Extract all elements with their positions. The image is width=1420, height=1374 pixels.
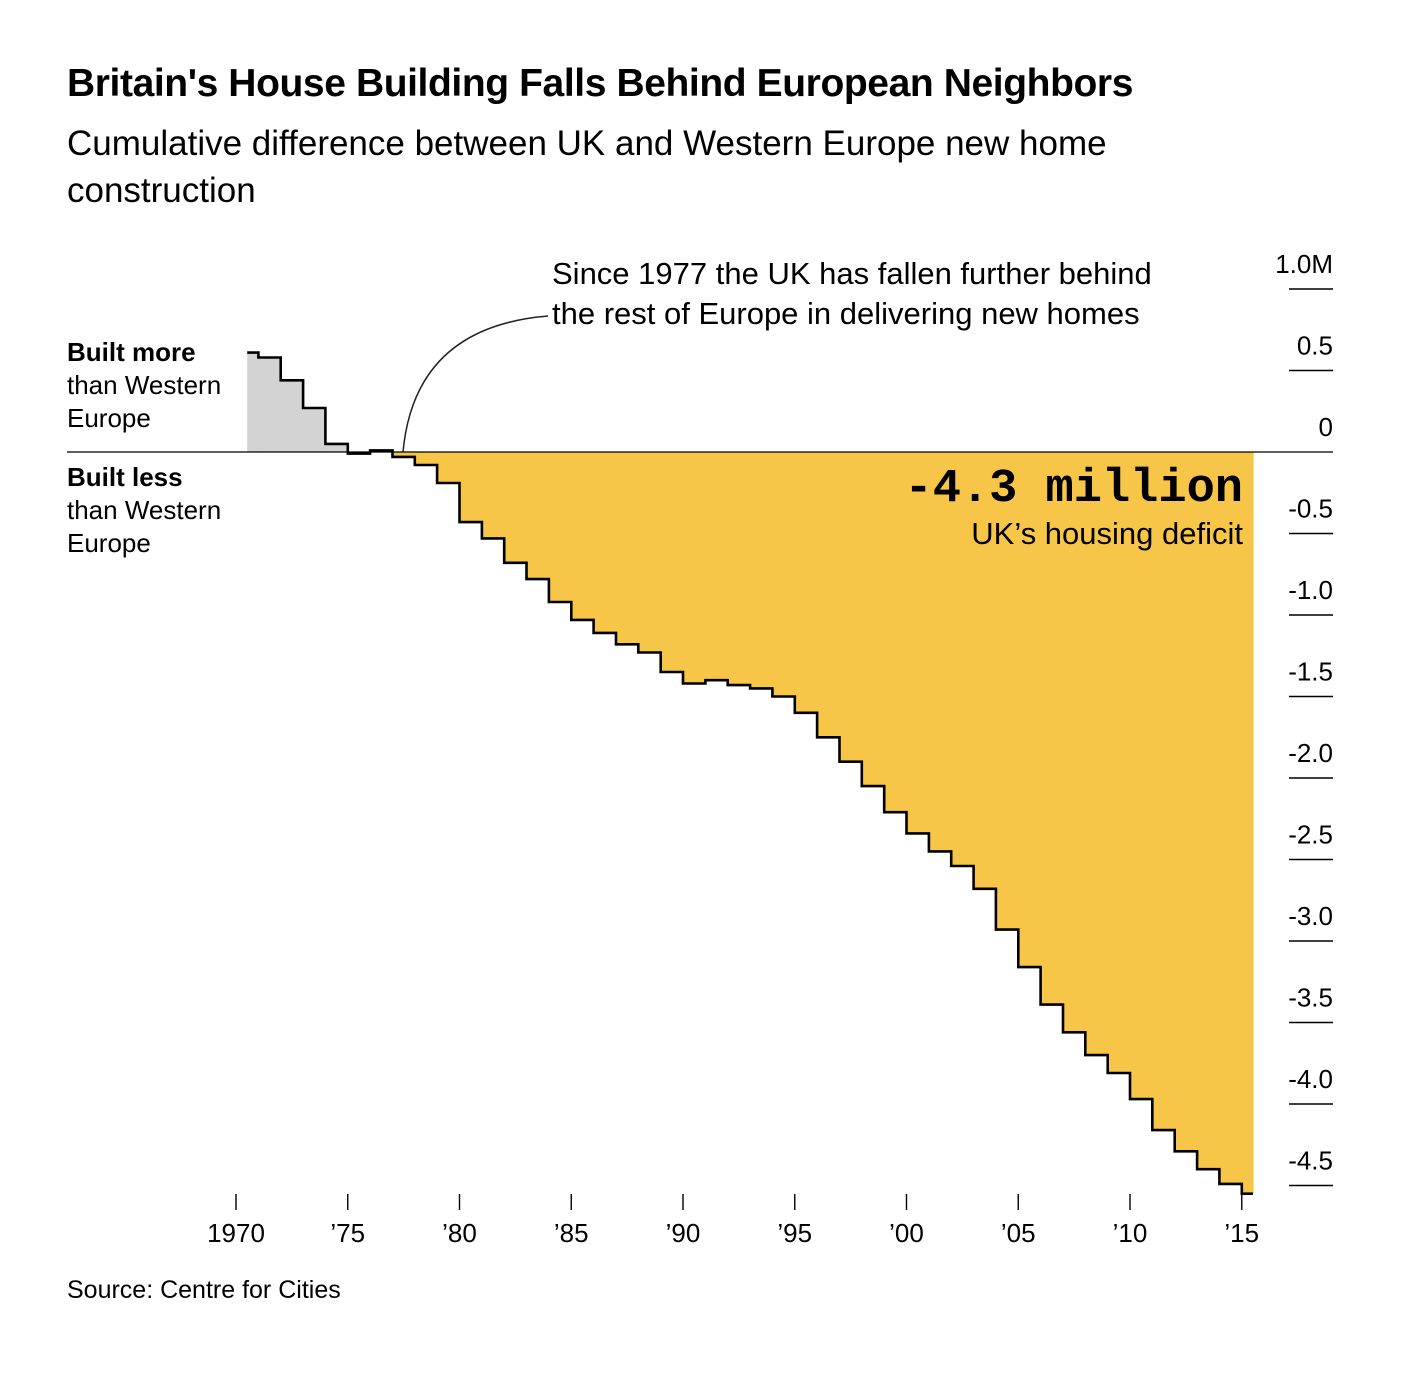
built-more-rest: than Western Europe <box>67 370 222 433</box>
deficit-area-step <box>504 452 528 563</box>
x-tick-label: ’95 <box>777 1218 812 1248</box>
deficit-area-step <box>951 452 975 866</box>
deficit-area-step <box>1040 452 1064 1005</box>
built-less-label: Built less than Western Europe <box>67 461 247 560</box>
surplus-area-step <box>247 352 259 452</box>
deficit-area-step <box>481 452 505 539</box>
y-tick-label: 0 <box>1319 412 1333 442</box>
annotation-note: Since 1977 the UK has fallen further beh… <box>552 256 1152 331</box>
x-tick-label: ’90 <box>666 1218 701 1248</box>
source-note: Source: Centre for Cities <box>67 1276 341 1304</box>
deficit-area-step <box>1018 452 1042 968</box>
x-tick-label: ’00 <box>889 1218 924 1248</box>
y-tick-label: -1.5 <box>1288 657 1333 687</box>
deficit-area-step <box>459 452 483 523</box>
deficit-area-step <box>995 452 1019 930</box>
deficit-area-step <box>392 452 416 457</box>
deficit-value: -4.3 million <box>904 463 1243 516</box>
x-tick-label: ’75 <box>330 1218 365 1248</box>
area-layer <box>247 352 1254 1194</box>
deficit-area-step <box>839 452 863 762</box>
deficit-area-step <box>906 452 930 834</box>
deficit-area-step <box>548 452 572 602</box>
surplus-area-step <box>325 443 349 452</box>
deficit-area-step <box>750 452 774 689</box>
deficit-area-step <box>794 452 818 713</box>
x-tick-label: ’10 <box>1113 1218 1148 1248</box>
surplus-area-step <box>280 380 304 452</box>
deficit-area-step <box>1174 452 1198 1152</box>
deficit-area-step <box>727 452 751 686</box>
deficit-area-step <box>1219 452 1243 1184</box>
y-tick-label: -4.5 <box>1288 1146 1333 1176</box>
y-tick-label: -4.0 <box>1288 1064 1333 1094</box>
deficit-area-step <box>928 452 952 852</box>
y-tick-label: -2.5 <box>1288 820 1333 850</box>
deficit-area-step <box>414 452 438 465</box>
deficit-area-step <box>1063 452 1086 1033</box>
deficit-area-step <box>683 452 706 684</box>
built-more-label: Built more than Western Europe <box>67 336 247 435</box>
y-axis: 1.0M 0.5 0 -0.5 -1.0 -1.5 -2.0 -2.5 -3.0 -3.5 -4.0… <box>1275 249 1333 1187</box>
deficit-area-step <box>638 452 662 653</box>
built-less-rest: than Western Europe <box>67 495 222 558</box>
deficit-area-step <box>571 452 595 620</box>
surplus-area-step <box>303 408 326 452</box>
y-tick-label: 0.5 <box>1297 331 1333 361</box>
deficit-callout: -4.3 million UK’s housing deficit <box>905 464 1243 552</box>
deficit-area-step <box>526 452 550 580</box>
y-tick-label: 1.0M <box>1275 249 1333 279</box>
surplus-area-step <box>258 357 282 452</box>
deficit-area-step <box>1152 452 1176 1131</box>
built-more-strong: Built more <box>67 337 196 367</box>
y-tick-label: -2.0 <box>1288 738 1333 768</box>
deficit-area-step <box>660 452 684 672</box>
deficit-label: UK’s housing deficit <box>971 516 1243 551</box>
y-tick-label: -3.0 <box>1288 901 1333 931</box>
x-axis: 1970 ’75 ’80 ’85 ’90 ’95 ’00 ’05 ’10 ’15 <box>207 1194 1259 1248</box>
deficit-area-step <box>861 452 885 787</box>
deficit-area-step <box>817 452 841 738</box>
y-tick-label: -1.0 <box>1288 575 1333 605</box>
x-tick-label: 1970 <box>207 1218 265 1248</box>
x-tick-label: ’85 <box>554 1218 589 1248</box>
deficit-area-step <box>772 452 796 697</box>
deficit-area-step <box>1241 452 1254 1194</box>
deficit-area-step <box>973 452 997 889</box>
chart-title: Britain's House Building Falls Behind Eu… <box>67 62 1133 105</box>
x-tick-label: ’05 <box>1001 1218 1036 1248</box>
deficit-area-step <box>616 452 639 645</box>
deficit-area-step <box>437 452 461 483</box>
built-less-strong: Built less <box>67 462 183 492</box>
deficit-area-step <box>1085 452 1109 1056</box>
cumulative-step-line <box>247 351 1253 1195</box>
chart-subtitle: Cumulative difference between UK and Wes… <box>67 124 1107 210</box>
deficit-area-step <box>1107 452 1131 1073</box>
y-tick-label: -0.5 <box>1288 494 1333 524</box>
annotation-leader <box>402 315 549 453</box>
deficit-area-step <box>705 452 729 681</box>
y-tick-label: -3.5 <box>1288 983 1333 1013</box>
deficit-area-step <box>884 452 908 813</box>
deficit-area-step <box>593 452 617 633</box>
x-tick-label: ’15 <box>1224 1218 1259 1248</box>
deficit-area-step <box>1197 452 1220 1170</box>
x-tick-label: ’80 <box>442 1218 477 1248</box>
deficit-area-step <box>1130 452 1153 1100</box>
